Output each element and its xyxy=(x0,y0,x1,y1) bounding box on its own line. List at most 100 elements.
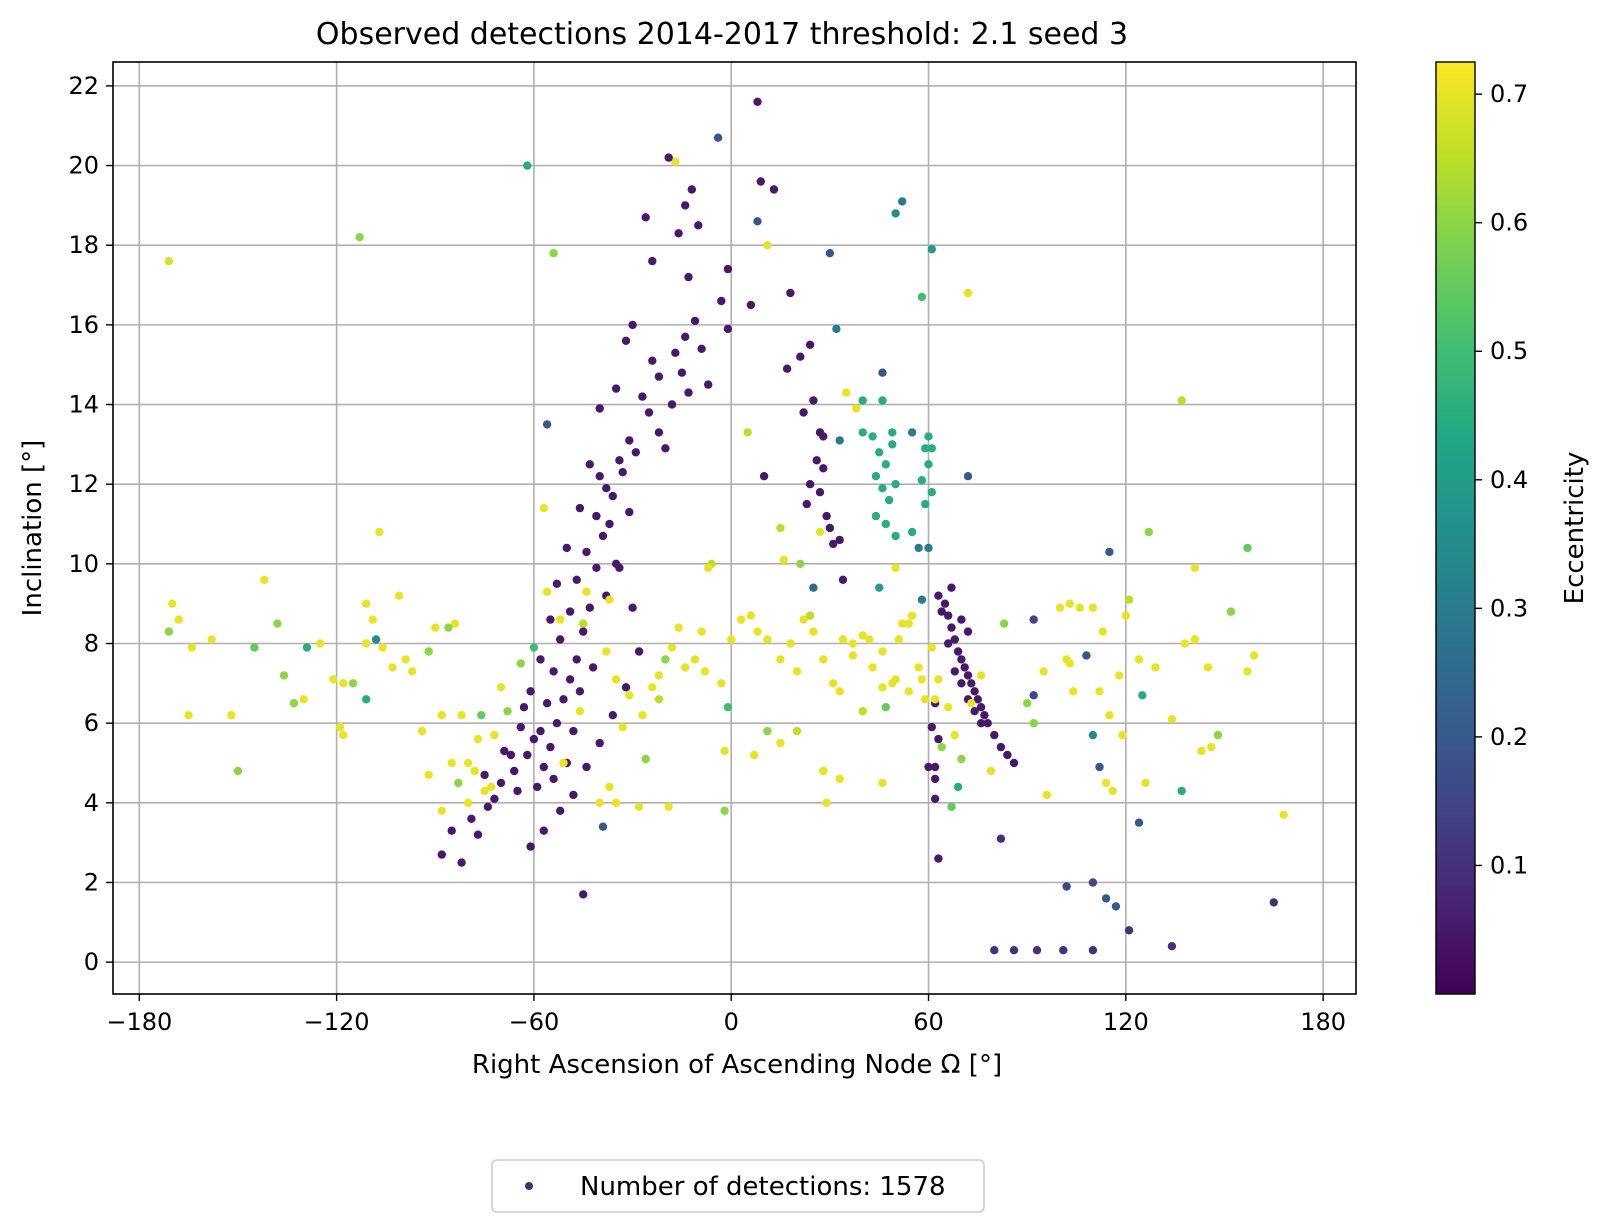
data-point xyxy=(437,850,446,859)
data-point xyxy=(375,527,384,537)
data-point xyxy=(394,591,404,600)
data-point xyxy=(753,627,762,636)
data-point xyxy=(1098,627,1108,636)
data-point xyxy=(628,603,637,612)
data-point xyxy=(727,635,736,644)
data-point xyxy=(713,133,723,142)
data-point xyxy=(1138,691,1147,700)
y-tick-label: 8 xyxy=(84,630,99,658)
data-point xyxy=(723,264,733,274)
data-point xyxy=(819,766,828,776)
data-point xyxy=(1095,762,1104,772)
data-point xyxy=(825,523,835,533)
data-point xyxy=(871,511,881,521)
data-point xyxy=(819,655,828,664)
data-point xyxy=(1088,730,1098,740)
data-point xyxy=(463,758,473,768)
data-point xyxy=(582,547,591,557)
data-point xyxy=(865,635,874,644)
data-point xyxy=(848,651,858,660)
data-point xyxy=(917,476,927,485)
data-point xyxy=(631,448,640,457)
x-tick-label: 0 xyxy=(724,1008,739,1036)
colorbar: 0.1 0.2 0.3 0.4 0.5 0.6 0.7 Eccentricity xyxy=(1435,61,1590,995)
data-point xyxy=(605,595,614,604)
data-point xyxy=(963,671,973,680)
data-point xyxy=(1022,699,1032,708)
data-point xyxy=(595,738,604,748)
data-point xyxy=(437,806,446,815)
data-point xyxy=(858,396,867,405)
data-point xyxy=(611,675,621,684)
data-point xyxy=(681,663,690,672)
data-point xyxy=(763,635,772,644)
data-point xyxy=(339,679,348,688)
data-point xyxy=(759,472,769,481)
data-point xyxy=(996,834,1006,843)
x-tick-label: 60 xyxy=(913,1008,944,1036)
data-point xyxy=(976,671,986,680)
data-point xyxy=(805,480,815,489)
data-point xyxy=(996,742,1006,752)
data-point xyxy=(924,762,933,772)
data-point xyxy=(634,647,644,656)
data-point xyxy=(621,336,631,345)
data-point xyxy=(608,711,617,720)
data-point xyxy=(648,683,657,692)
data-point xyxy=(605,519,614,529)
x-axis-ticks: −180 −120 −60 0 60 120 180 xyxy=(106,994,1346,1036)
data-point xyxy=(986,766,996,776)
data-point xyxy=(1029,615,1038,624)
data-point xyxy=(467,814,476,823)
data-point xyxy=(585,460,594,469)
data-point xyxy=(700,667,710,676)
data-point xyxy=(904,687,913,696)
data-point xyxy=(450,619,460,628)
data-point xyxy=(792,726,802,736)
data-point xyxy=(937,607,946,616)
data-point xyxy=(858,428,867,437)
y-tick-label: 6 xyxy=(84,709,99,737)
data-point xyxy=(654,372,664,381)
data-point xyxy=(664,802,673,811)
data-point xyxy=(960,663,969,672)
data-point xyxy=(868,432,877,441)
data-point xyxy=(1042,790,1052,800)
data-point xyxy=(533,782,542,792)
data-point xyxy=(477,711,486,720)
data-point xyxy=(500,746,509,756)
data-point xyxy=(934,591,943,600)
data-point xyxy=(891,531,900,541)
data-point xyxy=(1124,926,1134,935)
data-point xyxy=(796,352,805,361)
data-point xyxy=(957,655,966,664)
data-point xyxy=(1029,691,1038,700)
x-tick-label: 120 xyxy=(1103,1008,1149,1036)
data-point xyxy=(634,802,644,811)
data-point xyxy=(950,635,959,644)
data-point xyxy=(809,627,818,636)
data-point xyxy=(825,249,835,258)
data-point xyxy=(924,460,933,469)
data-point xyxy=(611,384,621,393)
data-point xyxy=(924,543,933,553)
data-point xyxy=(782,364,792,373)
data-point xyxy=(625,436,634,445)
data-point xyxy=(569,790,578,800)
data-point xyxy=(1249,651,1259,660)
data-point xyxy=(546,615,555,624)
data-point xyxy=(1009,758,1019,768)
data-point xyxy=(431,623,440,632)
data-point xyxy=(444,623,453,632)
data-point xyxy=(1177,396,1186,405)
data-point xyxy=(930,794,940,803)
data-point xyxy=(273,619,282,628)
data-point xyxy=(671,348,680,357)
data-point xyxy=(648,256,657,266)
data-point xyxy=(1082,651,1091,660)
data-point xyxy=(1207,742,1216,752)
data-point xyxy=(447,826,456,835)
legend-label: Number of detections: 1578 xyxy=(580,1172,946,1202)
data-point xyxy=(1279,810,1288,819)
data-point xyxy=(621,683,631,692)
